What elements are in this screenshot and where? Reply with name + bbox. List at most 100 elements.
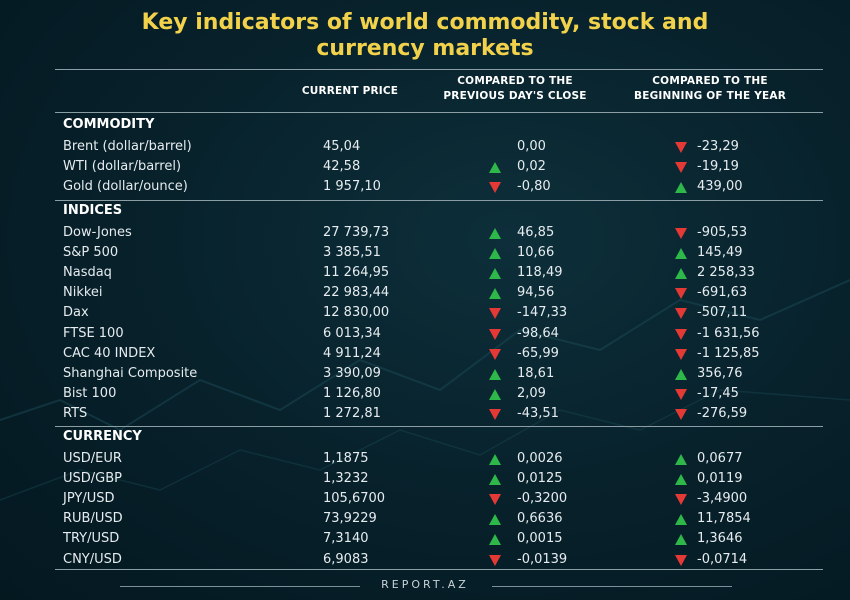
footer-brand: REPORT.AZ	[381, 578, 469, 591]
table-row: Nikkei 22 983,44 94,56 -691,63	[55, 284, 823, 304]
table-row: WTI (dollar/barrel) 42,58 0,02 -19,19	[55, 158, 823, 178]
table-row: RTS 1 272,81 -43,51 -276,59	[55, 405, 823, 425]
arrow-up-icon	[489, 534, 501, 546]
arrow-up-icon	[489, 388, 501, 400]
change-beginning-year: -17,45	[697, 385, 739, 401]
arrow-up-icon	[675, 514, 687, 526]
arrow-up-icon	[675, 182, 687, 194]
arrow-down-icon	[489, 348, 501, 360]
arrow-down-icon	[489, 554, 501, 566]
current-price: 6,9083	[323, 551, 369, 567]
arrow-down-icon	[675, 348, 687, 360]
change-previous-day: 0,0015	[517, 531, 563, 547]
change-previous-day: 0,0026	[517, 451, 563, 466]
arrow-down-icon	[675, 162, 687, 174]
indicator-name: WTI (dollar/barrel)	[63, 159, 182, 175]
indicator-name: Gold (dollar/ounce)	[63, 179, 188, 195]
indicator-name: TRY/USD	[63, 531, 120, 547]
current-price: 3 390,09	[323, 365, 381, 381]
change-previous-day: 94,56	[517, 285, 555, 301]
arrow-up-icon	[489, 228, 501, 239]
change-previous-day: 0,02	[517, 159, 546, 175]
change-beginning-year: 145,49	[697, 245, 743, 261]
change-beginning-year: 2 258,33	[697, 265, 755, 281]
arrow-down-icon	[489, 494, 501, 506]
indicator-name: Dax	[63, 305, 89, 321]
table-row: Gold (dollar/ounce) 1 957,10 -0,80 439,00	[55, 178, 823, 198]
change-beginning-year: 1,3646	[697, 531, 743, 547]
change-previous-day: 0,00	[517, 139, 546, 154]
arrow-down-icon	[675, 328, 687, 340]
table-row: Dax 12 830,00 -147,33 -507,11	[55, 304, 823, 324]
table-row: USD/EUR 1,1875 0,0026 0,0677	[55, 450, 823, 470]
arrow-down-icon	[675, 494, 687, 506]
table-row: Brent (dollar/barrel) 45,04 0,00 -23,29	[55, 138, 823, 158]
arrow-down-icon	[675, 142, 687, 153]
table-row: Shanghai Composite 3 390,09 18,61 356,76	[55, 365, 823, 385]
arrow-up-icon	[675, 248, 687, 260]
arrow-up-icon	[675, 534, 687, 546]
indicator-name: JPY/USD	[63, 491, 115, 507]
arrow-down-icon	[489, 328, 501, 340]
arrow-up-icon	[489, 268, 501, 280]
indicator-name: CNY/USD	[63, 551, 122, 567]
change-previous-day: -0,3200	[517, 491, 568, 507]
current-price: 6 013,34	[323, 325, 381, 341]
arrow-up-icon	[489, 288, 501, 300]
table-row: Bist 100 1 126,80 2,09 -17,45	[55, 385, 823, 405]
indicator-name: Nikkei	[63, 285, 103, 301]
table-row: TRY/USD 7,3140 0,0015 1,3646	[55, 530, 823, 550]
current-price: 12 830,00	[323, 305, 390, 321]
section-heading: COMMODITY	[63, 117, 155, 132]
divider	[55, 426, 823, 427]
current-price: 105,6700	[323, 491, 386, 507]
arrow-up-icon	[675, 474, 687, 486]
column-header-price: CURRENT PRICE	[301, 85, 399, 97]
arrow-up-icon	[675, 368, 687, 380]
table-row: Dow-Jones 27 739,73 46,85 -905,53	[55, 224, 823, 244]
arrow-down-icon	[489, 182, 501, 194]
divider	[55, 112, 823, 113]
arrow-down-icon	[675, 308, 687, 320]
section-heading: INDICES	[63, 203, 123, 218]
arrow-up-icon	[489, 454, 501, 465]
change-beginning-year: -19,19	[697, 159, 739, 175]
page-title: Key indicators of world commodity, stock…	[0, 10, 850, 62]
change-previous-day: -147,33	[517, 305, 568, 321]
footer-line-right	[492, 586, 732, 587]
table-row: JPY/USD 105,6700 -0,3200 -3,4900	[55, 490, 823, 510]
arrow-down-icon	[675, 408, 687, 420]
table-row: FTSE 100 6 013,34 -98,64 -1 631,56	[55, 325, 823, 345]
title-line-1: Key indicators of world commodity, stock…	[141, 10, 709, 35]
current-price: 1 272,81	[323, 405, 381, 421]
change-beginning-year: -507,11	[697, 305, 748, 321]
current-price: 11 264,95	[323, 265, 390, 281]
change-beginning-year: -1 631,56	[697, 325, 760, 341]
change-beginning-year: -3,4900	[697, 491, 748, 507]
indicator-name: S&P 500	[63, 245, 119, 261]
change-previous-day: -43,51	[517, 405, 559, 421]
arrow-down-icon	[489, 308, 501, 320]
change-previous-day: 10,66	[517, 245, 555, 261]
change-beginning-year: 11,7854	[697, 511, 751, 527]
current-price: 3 385,51	[323, 245, 381, 261]
table-row: CAC 40 INDEX 4 911,24 -65,99 -1 125,85	[55, 345, 823, 365]
change-beginning-year: -0,0714	[697, 551, 748, 567]
arrow-up-icon	[675, 454, 687, 465]
divider	[55, 569, 823, 570]
change-previous-day: 2,09	[517, 385, 546, 401]
current-price: 7,3140	[323, 531, 369, 547]
indicator-name: RTS	[63, 405, 88, 421]
current-price: 73,9229	[323, 511, 377, 527]
divider	[55, 200, 823, 201]
divider	[55, 69, 823, 70]
indicator-name: Nasdaq	[63, 265, 112, 281]
table-row: RUB/USD 73,9229 0,6636 11,7854	[55, 510, 823, 530]
section-heading: CURRENCY	[63, 429, 142, 444]
current-price: 1 957,10	[323, 179, 381, 195]
arrow-up-icon	[489, 514, 501, 526]
indicator-name: USD/GBP	[63, 471, 122, 487]
current-price: 22 983,44	[323, 285, 390, 301]
change-beginning-year: -691,63	[697, 285, 748, 301]
change-previous-day: 0,0125	[517, 471, 563, 487]
